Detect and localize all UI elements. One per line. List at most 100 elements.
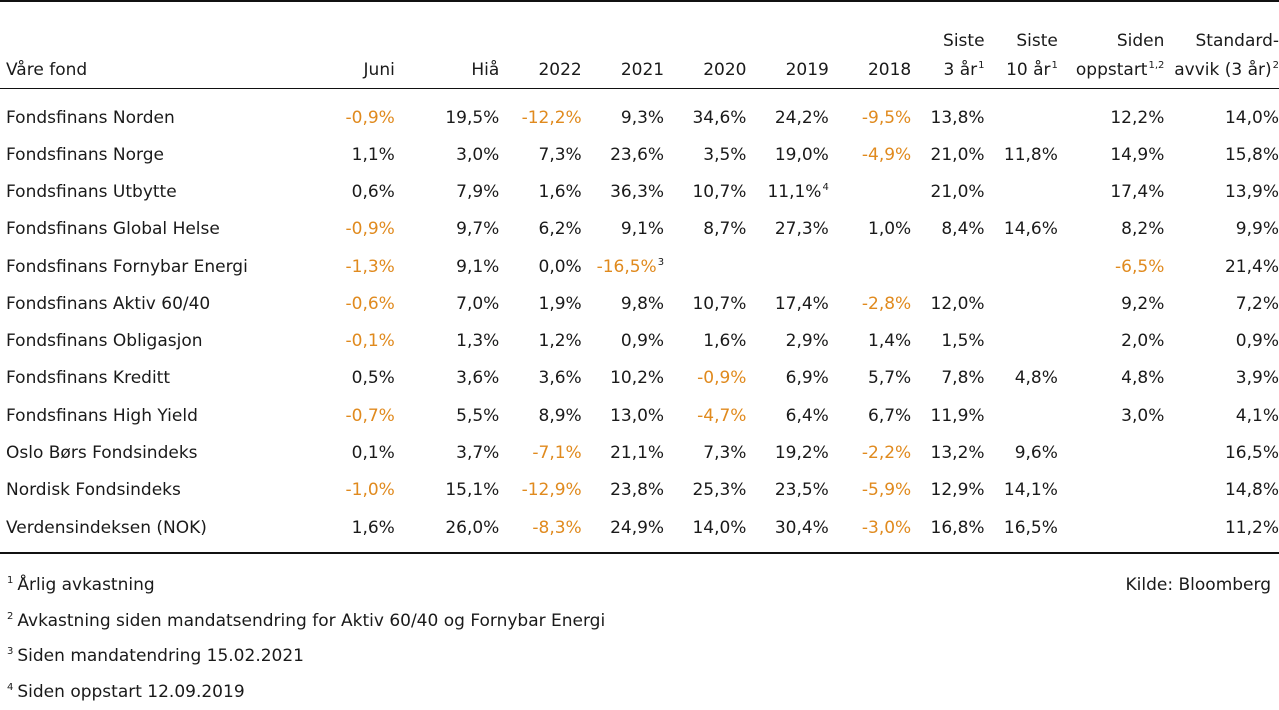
return-value: -2,2% <box>862 443 911 463</box>
return-value: 9,3% <box>621 108 664 128</box>
return-cell <box>829 173 911 210</box>
return-cell: -0,6% <box>301 285 394 322</box>
return-cell: -2,8% <box>829 285 911 322</box>
return-cell: 2,9% <box>746 322 828 359</box>
return-value: 6,7% <box>868 406 911 426</box>
return-cell: -4,9% <box>829 136 911 173</box>
return-cell: 1,6% <box>664 322 746 359</box>
return-cell: 8,7% <box>664 211 746 248</box>
fund-name: Fondsfinans Norge <box>0 136 301 173</box>
return-cell: 19,5% <box>395 89 499 136</box>
return-cell: 4,8% <box>1058 360 1164 397</box>
return-value: 9,2% <box>1121 294 1164 314</box>
return-value: 14,6% <box>1004 219 1058 239</box>
return-cell: 17,4% <box>746 285 828 322</box>
return-value: -0,1% <box>346 331 395 351</box>
fund-name: Fondsfinans High Yield <box>0 397 301 434</box>
return-cell: 4,8% <box>985 360 1058 397</box>
return-cell: 26,0% <box>395 509 499 546</box>
return-value: -8,3% <box>532 518 581 538</box>
column-header: Hiå <box>395 0 499 89</box>
return-cell: 36,3% <box>582 173 664 210</box>
return-cell: 23,5% <box>746 472 828 509</box>
return-value: 9,7% <box>456 219 499 239</box>
return-value: 1,4% <box>868 331 911 351</box>
return-cell: 10,7% <box>664 173 746 210</box>
return-value: 8,4% <box>941 219 984 239</box>
table-row: Fondsfinans High Yield-0,7%5,5%8,9%13,0%… <box>0 397 1279 434</box>
return-cell: 34,6% <box>664 89 746 136</box>
return-cell: 21,4% <box>1164 248 1279 285</box>
return-cell: 5,5% <box>395 397 499 434</box>
return-cell: 14,6% <box>985 211 1058 248</box>
return-value: -12,2% <box>522 108 582 128</box>
return-cell: 14,8% <box>1164 472 1279 509</box>
return-cell: 16,5% <box>985 509 1058 546</box>
return-value: 17,4% <box>775 294 829 314</box>
fund-name: Fondsfinans Obligasjon <box>0 322 301 359</box>
return-value: 3,5% <box>703 145 746 165</box>
return-cell: 1,5% <box>911 322 984 359</box>
return-cell: 14,1% <box>985 472 1058 509</box>
return-value: 1,6% <box>352 518 395 538</box>
return-value: 4,8% <box>1121 368 1164 388</box>
footnote-text: Årlig avkastning <box>17 575 154 595</box>
return-cell: -16,5%3 <box>582 248 664 285</box>
return-cell <box>985 89 1058 136</box>
return-cell: 9,1% <box>395 248 499 285</box>
return-value: 11,2% <box>1225 518 1279 538</box>
return-cell: 13,2% <box>911 434 984 471</box>
return-cell: 30,4% <box>746 509 828 546</box>
footnote-text: Siden mandatendring 15.02.2021 <box>17 646 304 666</box>
return-cell: 3,6% <box>395 360 499 397</box>
return-value: 14,1% <box>1004 480 1058 500</box>
table-row: Fondsfinans Norden-0,9%19,5%-12,2%9,3%34… <box>0 89 1279 136</box>
return-value: 36,3% <box>610 182 664 202</box>
return-cell: 7,9% <box>395 173 499 210</box>
source-note: Kilde: Bloomberg <box>1126 568 1271 604</box>
table-row: Fondsfinans Global Helse-0,9%9,7%6,2%9,1… <box>0 211 1279 248</box>
footnote-number: 2 <box>7 611 13 622</box>
return-value: -6,5% <box>1115 257 1164 277</box>
column-header-line: 10 år1 <box>985 56 1058 85</box>
footnote-number: 1 <box>7 575 13 586</box>
return-value: 19,2% <box>775 443 829 463</box>
return-cell: 3,6% <box>499 360 581 397</box>
return-cell: 11,1%4 <box>746 173 828 210</box>
footnote-marker: 1 <box>1052 60 1058 71</box>
return-value: 0,5% <box>352 368 395 388</box>
footnote-marker: 2 <box>1273 60 1279 71</box>
column-header-line: avvik (3 år)2 <box>1164 56 1279 85</box>
return-value: 16,5% <box>1004 518 1058 538</box>
column-header: Juni <box>301 0 394 89</box>
return-cell: 21,0% <box>911 136 984 173</box>
return-value: 26,0% <box>445 518 499 538</box>
return-cell: 3,5% <box>664 136 746 173</box>
return-value: 27,3% <box>775 219 829 239</box>
return-value: 1,9% <box>539 294 582 314</box>
return-value: 10,2% <box>610 368 664 388</box>
return-value: 13,0% <box>610 406 664 426</box>
return-cell: 1,6% <box>301 509 394 546</box>
return-cell: 6,4% <box>746 397 828 434</box>
return-cell: 23,6% <box>582 136 664 173</box>
return-cell: 13,8% <box>911 89 984 136</box>
return-cell: -4,7% <box>664 397 746 434</box>
return-cell: 0,0% <box>499 248 581 285</box>
return-cell <box>985 248 1058 285</box>
return-cell: 9,3% <box>582 89 664 136</box>
column-header: 2021 <box>582 0 664 89</box>
return-cell: 5,7% <box>829 360 911 397</box>
return-value: 6,2% <box>539 219 582 239</box>
return-cell <box>746 248 828 285</box>
footnote-marker: 1 <box>978 60 984 71</box>
column-header: 2022 <box>499 0 581 89</box>
return-value: 3,6% <box>456 368 499 388</box>
return-value: 0,0% <box>539 257 582 277</box>
